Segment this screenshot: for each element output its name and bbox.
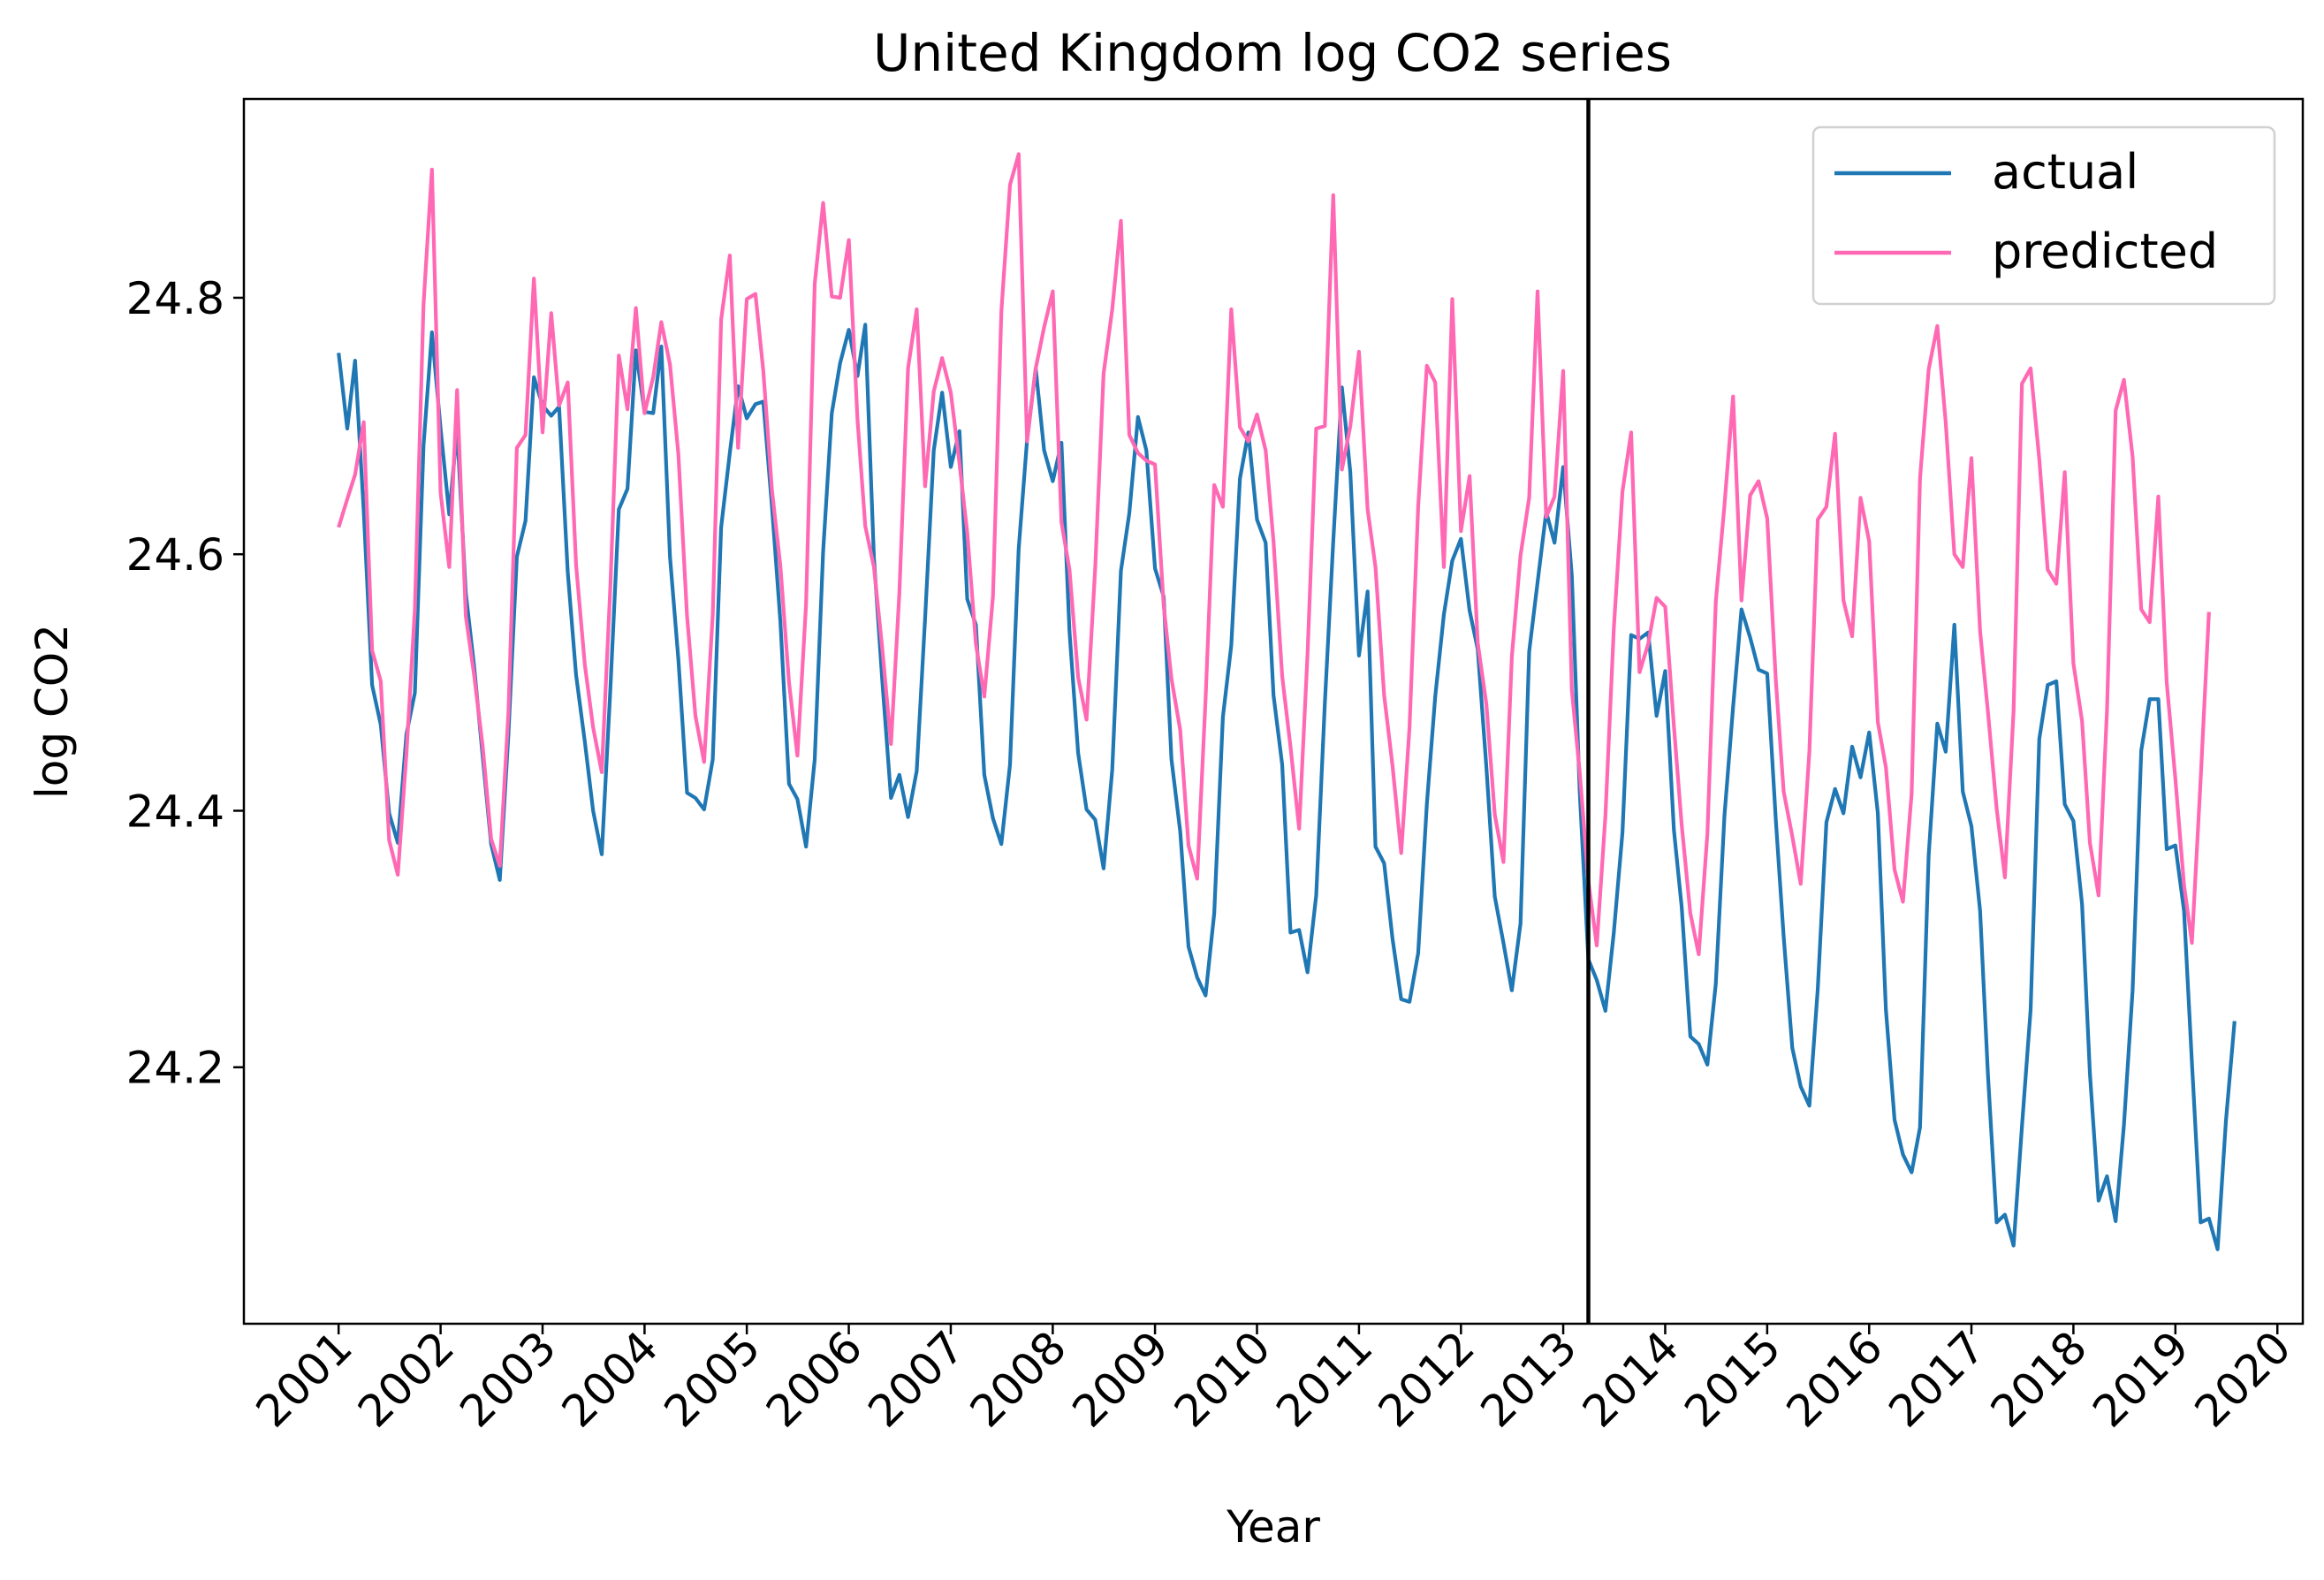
y-axis-ticks: 24.2 24.4 24.6 24.8 [126,273,244,1094]
series-line-actual [337,323,2237,1251]
y-axis-label: log CO2 [27,624,78,799]
plot-frame [242,97,2305,1326]
legend-label-actual: actual [1992,144,2138,200]
y-tick-label: 24.8 [126,273,224,324]
y-tick-label: 24.4 [126,786,224,837]
legend-label-predicted: predicted [1992,224,2218,279]
y-tick-label: 24.6 [126,529,224,581]
plot-lines [337,99,2237,1324]
legend: actual predicted [1811,125,2276,306]
series-line-predicted [337,152,2211,957]
chart-title: United Kingdom log CO2 series [873,23,1672,83]
y-tick-label: 24.2 [126,1043,224,1094]
x-axis-label: Year [1226,1501,1320,1553]
